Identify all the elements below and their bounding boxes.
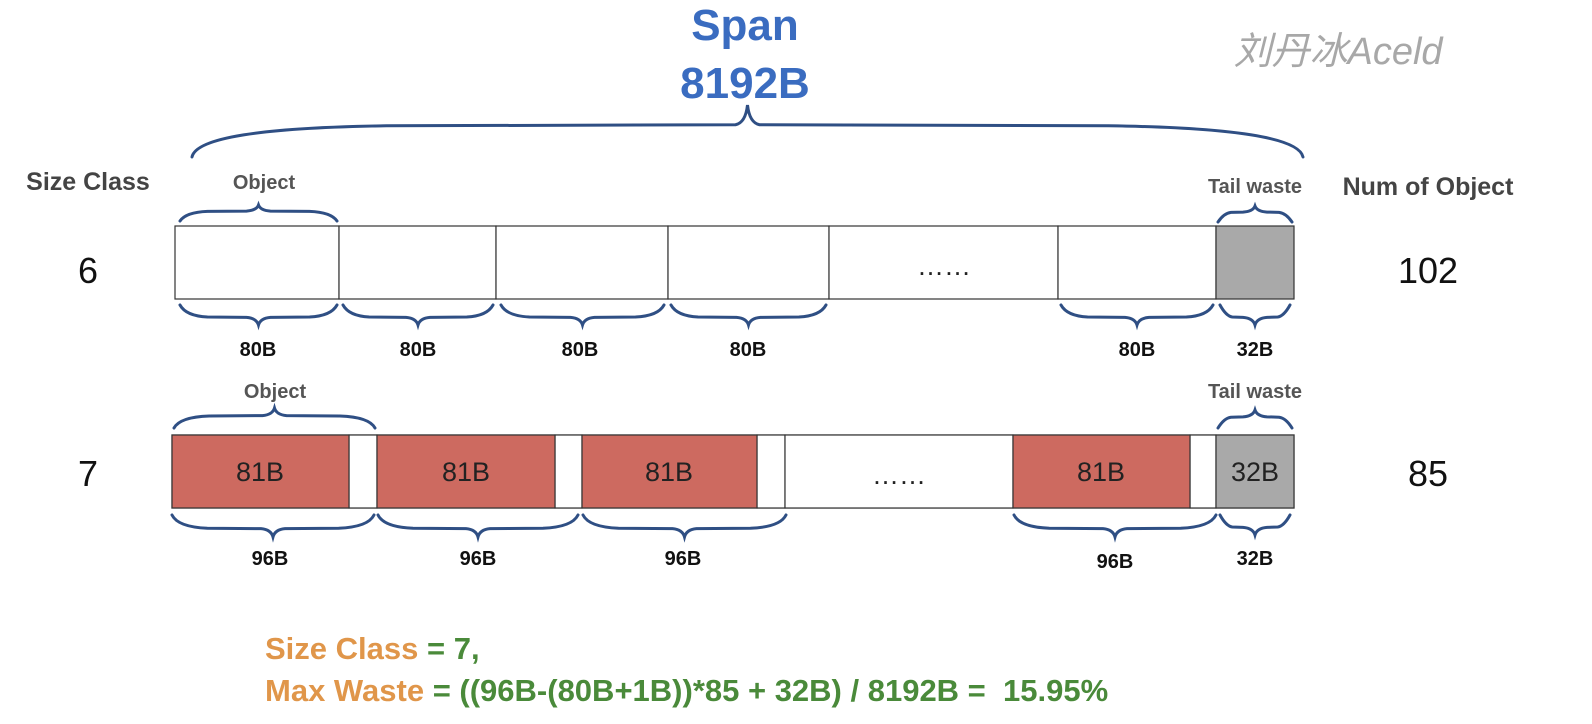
- row7-size-brace: [581, 513, 788, 543]
- row7-object-size: 96B: [460, 548, 497, 570]
- formula-line-1: Size Class = 7,: [265, 631, 480, 666]
- row7-object-cell: [1012, 434, 1191, 509]
- row6-object-size: 80B: [730, 339, 767, 361]
- row7-size-class: 7: [78, 453, 98, 494]
- row7-padding-cell: [756, 434, 786, 509]
- row6-ellipsis-cell: [828, 225, 1059, 300]
- formula-max-waste-value: = ((96B-(80B+1B))*85 + 32B) / 8192B = 15…: [424, 673, 1108, 708]
- watermark: 刘丹冰Aceld: [1233, 31, 1444, 73]
- row7-cell-text: 81B: [442, 457, 490, 487]
- row6-object-cell: [667, 225, 830, 300]
- row7-tail-brace: [1216, 405, 1294, 430]
- row7-object-size: 96B: [252, 548, 289, 570]
- row6-object-cell: [495, 225, 669, 300]
- row7-cell-text: 81B: [236, 457, 284, 487]
- row6-size-brace: [1059, 303, 1215, 331]
- row6-object-size: 80B: [1119, 339, 1156, 361]
- row7-padding-cell: [554, 434, 583, 509]
- row6-object-size: 80B: [240, 339, 277, 361]
- row7-object-size: 96B: [1097, 551, 1134, 573]
- row7-tail-size-brace: [1218, 513, 1292, 541]
- row7-cell-text: 81B: [1077, 457, 1125, 487]
- formula-max-waste-label: Max Waste: [265, 673, 424, 708]
- row7-object-cell: [376, 434, 556, 509]
- row6-object-cell: [174, 225, 340, 300]
- row6-ellipsis: ……: [917, 251, 971, 281]
- size-class-header: Size Class: [26, 168, 150, 196]
- row7-cell-text: 81B: [645, 457, 693, 487]
- formula-size-class-value: = 7,: [418, 631, 479, 666]
- row6-tail-waste-label: Tail waste: [1208, 176, 1302, 198]
- row6-size-class: 6: [78, 250, 98, 291]
- row7-object-brace: [172, 402, 377, 430]
- row7-ellipsis: ……: [872, 460, 926, 490]
- row6-num-objects: 102: [1398, 250, 1458, 291]
- row6-tail-brace: [1216, 201, 1294, 224]
- row7-padding-cell: [348, 434, 378, 509]
- row7-object-label: Object: [244, 381, 307, 403]
- row7-tail-text: 32B: [1231, 457, 1279, 487]
- row7-object-cell: [171, 434, 350, 509]
- row7-object-cell: [581, 434, 758, 509]
- row6-object-label: Object: [233, 172, 296, 194]
- row7-tail-waste-cell: [1215, 434, 1295, 509]
- row7-tail-waste-label: Tail waste: [1208, 381, 1302, 403]
- row7-ellipsis-cell: [784, 434, 1014, 509]
- row7-num-objects: 85: [1408, 453, 1448, 494]
- row6-object-size: 80B: [400, 339, 437, 361]
- row6-object-brace: [178, 200, 339, 223]
- row6-object-cell: [338, 225, 497, 300]
- span-size: 8192B: [680, 59, 810, 108]
- row7-size-brace: [170, 513, 376, 543]
- row6-size-brace: [669, 303, 828, 331]
- row6-size-brace: [499, 303, 666, 331]
- row7-tail-size: 32B: [1237, 548, 1274, 570]
- row7-padding-cell: [1189, 434, 1217, 509]
- span-brace: [190, 104, 1305, 159]
- span-title: Span: [691, 1, 799, 50]
- row6-tail-waste-cell: [1215, 225, 1295, 300]
- row7-size-brace: [1012, 513, 1218, 543]
- num-of-object-header: Num of Object: [1343, 173, 1515, 201]
- row6-tail-size-brace: [1218, 303, 1292, 331]
- formula-line-2: Max Waste = ((96B-(80B+1B))*85 + 32B) / …: [265, 673, 1108, 708]
- row6-size-brace: [178, 303, 339, 331]
- row6-size-brace: [341, 303, 495, 331]
- formula-size-class-label: Size Class: [265, 631, 418, 666]
- row6-object-cell: [1057, 225, 1217, 300]
- row6-object-size: 80B: [562, 339, 599, 361]
- row7-size-brace: [376, 513, 580, 543]
- row6-tail-size: 32B: [1237, 339, 1274, 361]
- row7-object-size: 96B: [665, 548, 702, 570]
